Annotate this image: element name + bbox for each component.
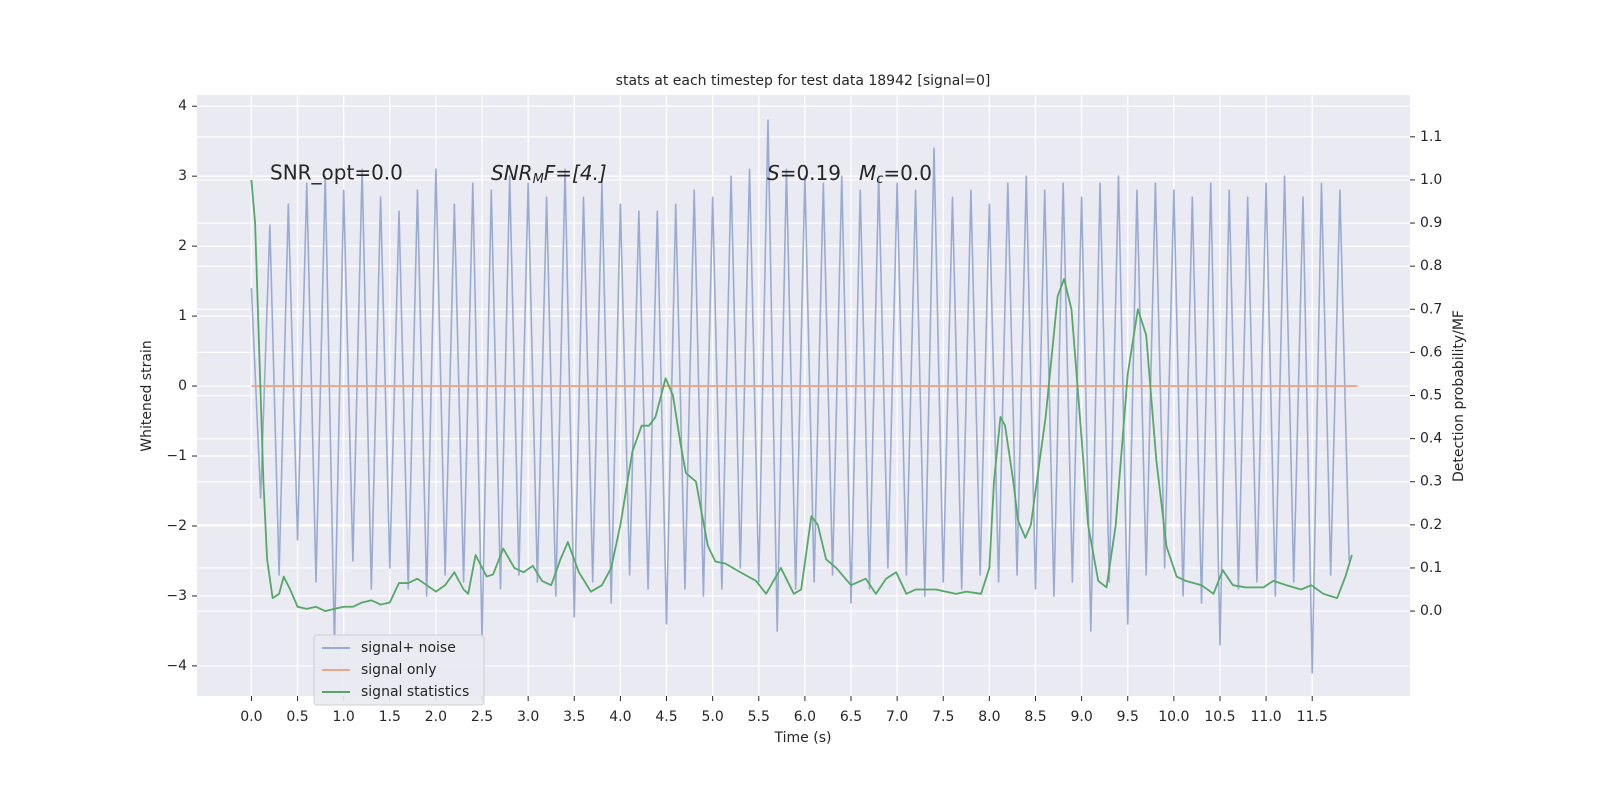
- x-tick-label: 7.0: [886, 709, 908, 725]
- annotation: S=0.19: [767, 161, 841, 185]
- x-tick-label: 9.5: [1117, 709, 1139, 725]
- annotation-part: =0.0: [883, 161, 932, 185]
- y2-tick-label: 0.8: [1420, 258, 1442, 274]
- x-tick-label: 4.5: [655, 709, 677, 725]
- y-tick-label: 1: [178, 308, 187, 324]
- y2-tick-label: 0.3: [1420, 474, 1442, 490]
- x-tick-label: 8.0: [978, 709, 1000, 725]
- y-axis-label: Whitened strain: [139, 340, 155, 451]
- y-tick-label: 2: [178, 238, 187, 254]
- annotation: Mc=0.0: [859, 161, 932, 187]
- y-tick-label: 3: [178, 168, 187, 184]
- annotation-part: S: [767, 161, 780, 185]
- x-tick-label: 6.0: [794, 709, 816, 725]
- legend: signal+ noise signal only signal statistic…: [313, 634, 485, 706]
- x-tick-label: 0.0: [240, 709, 262, 725]
- annotation-part: F=[4.]: [544, 161, 607, 185]
- legend-label: signal statistics: [361, 684, 469, 700]
- annotation-part: =0.19: [780, 161, 841, 185]
- x-axis-label: Time (s): [774, 730, 832, 746]
- annotation: SNR_opt=0.0: [270, 161, 403, 185]
- annotation: SNRMF=[4.]: [491, 161, 607, 187]
- x-tick-label: 10.5: [1204, 709, 1235, 725]
- legend-box: [313, 634, 485, 706]
- y2-tick-label: 0.5: [1420, 388, 1442, 404]
- y2-axis-label: Detection probability/MF: [1451, 310, 1467, 482]
- annotation-part: M: [859, 161, 876, 185]
- marks: [250, 119, 1358, 674]
- chart-title: stats at each timestep for test data 189…: [616, 73, 991, 89]
- x-tick-label: 4.0: [609, 709, 631, 725]
- series-line: [250, 179, 1353, 612]
- y2-tick-label: 0.2: [1420, 517, 1442, 533]
- y-tick-label: −3: [166, 588, 187, 604]
- x-tick-label: 2.0: [425, 709, 447, 725]
- y2-tick-label: 0.1: [1420, 560, 1442, 576]
- y2-tick-label: 1.0: [1420, 172, 1442, 188]
- y2-tick-label: 0.4: [1420, 431, 1442, 447]
- x-tick-label: 9.0: [1070, 709, 1092, 725]
- x-tick-label: 10.0: [1158, 709, 1189, 725]
- annotation-part: c: [876, 172, 883, 187]
- y-tick-label: 4: [178, 98, 187, 114]
- legend-label: signal+ noise: [361, 640, 456, 656]
- y-tick-label: −1: [166, 448, 187, 464]
- x-tick-label: 11.0: [1251, 709, 1282, 725]
- x-tick-label: 3.0: [517, 709, 539, 725]
- x-tick-label: 6.5: [840, 709, 862, 725]
- x-tick-label: 5.0: [702, 709, 724, 725]
- x-tick-label: 2.5: [471, 709, 493, 725]
- x-tick-label: 0.5: [286, 709, 308, 725]
- x-tick-label: 7.5: [932, 709, 954, 725]
- x-tick-label: 5.5: [748, 709, 770, 725]
- y2-tick-label: 0.7: [1420, 301, 1442, 317]
- series-line: [250, 119, 1350, 674]
- x-tick-label: 8.5: [1024, 709, 1046, 725]
- y2-tick-label: 0.0: [1420, 603, 1442, 619]
- annotation-part: SNR: [491, 161, 533, 185]
- y-tick-label: −2: [166, 518, 187, 534]
- annotation-part: M: [533, 172, 544, 187]
- y2-tick-label: 1.1: [1420, 129, 1442, 145]
- x-tick-label: 3.5: [563, 709, 585, 725]
- x-tick-label: 1.5: [379, 709, 401, 725]
- y-tick-label: −4: [166, 658, 187, 674]
- x-tick-label: 11.5: [1297, 709, 1328, 725]
- y2-tick-label: 0.6: [1420, 344, 1442, 360]
- legend-label: signal only: [361, 662, 436, 678]
- x-tick-label: 1.0: [333, 709, 355, 725]
- y-tick-label: 0: [178, 378, 187, 394]
- y2-tick-label: 0.9: [1420, 215, 1442, 231]
